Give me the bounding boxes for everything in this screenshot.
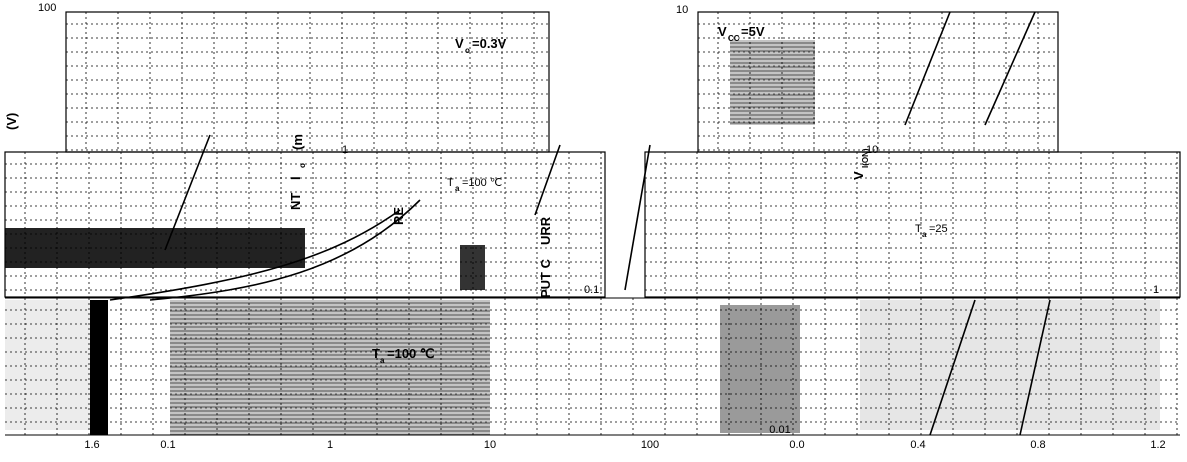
curve	[904, 11, 951, 126]
curve	[149, 199, 421, 301]
tick-label: 1	[342, 144, 348, 156]
tick-label: 10	[866, 144, 878, 156]
block	[90, 300, 108, 435]
block	[720, 305, 800, 433]
temp-text: =100 ℃	[387, 346, 435, 361]
condition-symbol: V	[455, 36, 464, 51]
block	[730, 40, 815, 125]
temp-symbol: T	[372, 346, 380, 361]
tick-label: 1	[1153, 284, 1159, 296]
temp-text: =25	[929, 223, 948, 235]
plot-frame	[65, 11, 550, 153]
y-axis-label: (V)	[4, 113, 19, 130]
condition-text: =5V	[741, 24, 765, 39]
temp-subscript: a	[455, 184, 460, 193]
temp-symbol: T	[447, 177, 454, 189]
stray-word: RE	[391, 207, 406, 225]
frames	[4, 11, 1181, 436]
x-tick-label: 10	[484, 439, 496, 451]
curve	[1019, 299, 1051, 436]
temp-symbol: T	[915, 223, 922, 235]
grid	[5, 12, 1180, 435]
block	[860, 300, 1160, 430]
curves	[109, 11, 1051, 436]
curve	[624, 144, 651, 291]
x-tick-label: 0.4	[910, 439, 925, 451]
current-unit: (m	[290, 134, 305, 150]
voltage-symbol: V	[851, 171, 866, 180]
curve	[109, 209, 401, 301]
x-tick-label: 0.0	[789, 439, 804, 451]
block	[170, 300, 490, 435]
block	[460, 245, 485, 290]
voltage-subscript: I(ON)	[861, 148, 870, 168]
condition-text: =0.3V	[472, 36, 507, 51]
plot-frame	[4, 151, 606, 298]
block	[5, 300, 90, 430]
temp-subscript: a	[380, 356, 385, 365]
curve	[929, 299, 976, 436]
curve	[534, 144, 561, 216]
plot-frame	[644, 151, 1181, 298]
temp-subscript: a	[922, 230, 927, 239]
output-label: URR	[538, 216, 553, 245]
curve	[164, 134, 211, 251]
x-tick-label: 0.01	[769, 424, 790, 436]
x-ticks: 1.6 0.1 1 10 100 0.01 0.0 0.4 0.8 1.2	[84, 424, 1165, 451]
condition-symbol: V	[718, 24, 727, 39]
x-tick-label: 1.6	[84, 439, 99, 451]
condition-subscript: o	[465, 46, 470, 55]
temp-text: =100 ℃	[462, 177, 502, 189]
x-tick-label: 1	[327, 439, 333, 451]
glitch-blocks	[5, 40, 1160, 435]
x-tick-label: 0.1	[160, 439, 175, 451]
condition-subscript: CC	[728, 34, 740, 43]
output-label: PUT C	[538, 258, 553, 298]
current-subscript: o	[298, 163, 307, 168]
tick-label: 10	[676, 4, 688, 16]
tick-label: 0.1	[584, 284, 599, 296]
x-tick-label: 1.2	[1150, 439, 1165, 451]
tick-label: 100	[38, 2, 56, 14]
current-symbol: I	[288, 176, 303, 180]
current-word: NT	[288, 193, 303, 210]
x-tick-label: 0.8	[1030, 439, 1045, 451]
x-tick-label: 100	[641, 439, 659, 451]
curve	[984, 11, 1036, 126]
